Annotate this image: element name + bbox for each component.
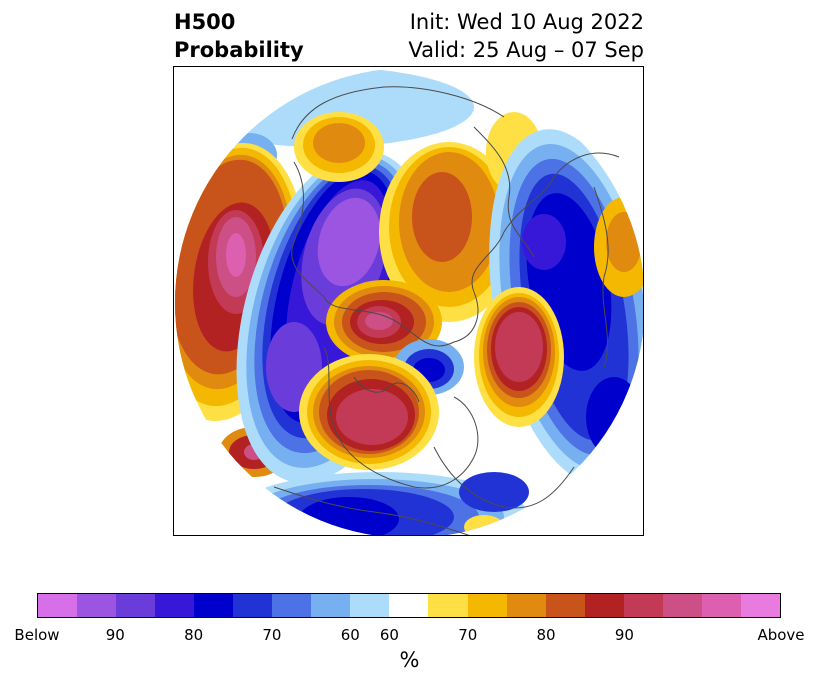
colorbar-tick-label: 70	[458, 626, 478, 644]
probability-field	[175, 68, 643, 535]
colorbar-segment	[194, 594, 234, 617]
colorbar-tick-label: 80	[184, 626, 204, 644]
colorbar-tick-label: 60	[379, 626, 399, 644]
colorbar-tick-label: Above	[757, 626, 805, 644]
colorbar-segment	[701, 594, 741, 617]
title-variable: H500	[174, 10, 236, 34]
colorbar-tick-label: Below	[14, 626, 60, 644]
colorbar-segment	[545, 594, 585, 617]
colorbar-segment	[467, 594, 507, 617]
title-product: Probability	[174, 38, 304, 62]
polar-map	[173, 66, 644, 536]
probability-map-svg	[175, 68, 643, 535]
colorbar	[37, 593, 781, 618]
colorbar-tick-label: 90	[105, 626, 125, 644]
colorbar-segment	[740, 594, 780, 617]
colorbar-segment	[233, 594, 273, 617]
colorbar-segment	[38, 594, 78, 617]
colorbar-unit-label: %	[399, 648, 420, 672]
map-title-right: Init: Wed 10 Aug 2022 Valid: 25 Aug – 07…	[408, 8, 644, 64]
colorbar-segment	[155, 594, 195, 617]
colorbar-tick-label: 70	[262, 626, 282, 644]
colorbar-tick-labels: Below 90 80 70 60 60 70 80 90 Above	[14, 626, 804, 646]
colorbar-segment	[662, 594, 702, 617]
colorbar-tick-label: 60	[340, 626, 360, 644]
title-init-date: Init: Wed 10 Aug 2022	[409, 10, 644, 34]
colorbar-segment	[350, 594, 390, 617]
colorbar-segment	[272, 594, 312, 617]
colorbar-segment	[389, 594, 429, 617]
coastlines	[273, 86, 620, 535]
colorbar-tick-label: 90	[614, 626, 634, 644]
colorbar-segment	[506, 594, 546, 617]
colorbar-segment	[623, 594, 663, 617]
colorbar-segment	[116, 594, 156, 617]
colorbar-segment	[77, 594, 117, 617]
colorbar-segment	[428, 594, 468, 617]
map-title-left: H500 Probability	[174, 8, 304, 64]
title-valid-range: Valid: 25 Aug – 07 Sep	[408, 38, 644, 62]
colorbar-segment	[311, 594, 351, 617]
colorbar-tick-label: 80	[536, 626, 556, 644]
colorbar-segment	[584, 594, 624, 617]
